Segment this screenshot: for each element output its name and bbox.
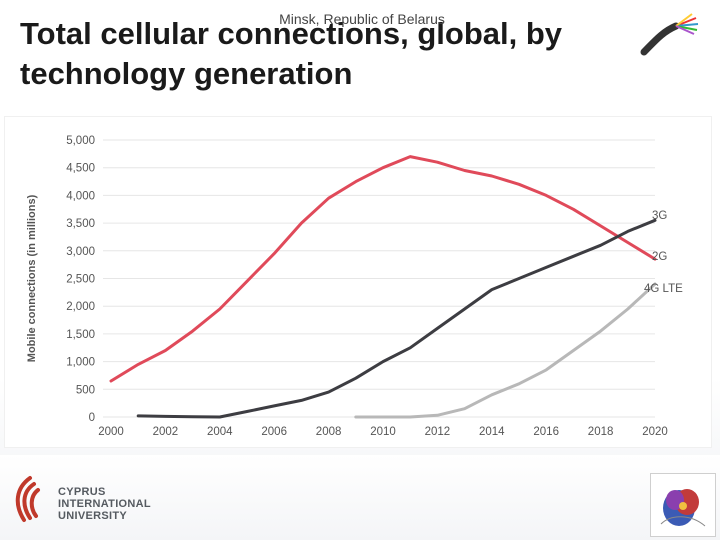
x-tick-label: 2014 [479, 426, 505, 438]
y-tick-label: 1,500 [66, 329, 95, 341]
line-chart: 0 500 1,000 1,500 2,000 2,500 3,000 3,500 4,000 4… [26, 135, 683, 438]
y-tick-label: 3,000 [66, 246, 95, 258]
y-tick-label: 4,500 [66, 163, 95, 175]
x-tick-label: 2010 [370, 426, 396, 438]
series-label-2g: 2G [652, 251, 667, 263]
x-tick-label: 2008 [316, 426, 342, 438]
x-tick-label: 2012 [425, 426, 451, 438]
flower-logo [650, 473, 716, 537]
y-axis-label: Mobile connections (in millions) [26, 194, 38, 362]
y-tick-label: 2,500 [66, 274, 95, 286]
x-tick-label: 2020 [642, 426, 668, 438]
y-tick-label: 500 [76, 384, 95, 396]
slide-title: Total cellular connections, global, by t… [20, 16, 563, 91]
series-label-4g-lte: 4G LTE [644, 283, 683, 295]
footer-band [0, 455, 720, 540]
series-label-3g: 3G [652, 210, 667, 222]
cyprus-international-university-logo [15, 476, 40, 522]
x-tick-label: 2018 [588, 426, 614, 438]
fiber-optic-cable-icon [640, 13, 699, 56]
chart-panel: 0 500 1,000 1,500 2,000 2,500 3,000 3,500 4,000 4… [5, 117, 711, 447]
y-tick-label: 0 [89, 412, 95, 424]
series-line-3g [136, 218, 657, 419]
location-caption: Minsk, Republic of Belarus [279, 11, 445, 27]
x-tick-label: 2002 [153, 426, 179, 438]
y-tick-label: 2,000 [66, 301, 95, 313]
series-line-4g-lte [354, 282, 657, 419]
y-tick-label: 5,000 [66, 135, 95, 147]
x-tick-label: 2006 [261, 426, 287, 438]
x-tick-label: 2016 [533, 426, 559, 438]
x-tick-label: 2004 [207, 426, 233, 438]
university-name: CYPRUS INTERNATIONAL UNIVERSITY [58, 486, 151, 522]
series-line-2g [109, 155, 657, 383]
x-tick-label: 2000 [98, 426, 124, 438]
y-tick-label: 3,500 [66, 218, 95, 230]
y-tick-label: 4,000 [66, 190, 95, 202]
y-tick-label: 1,000 [66, 357, 95, 369]
